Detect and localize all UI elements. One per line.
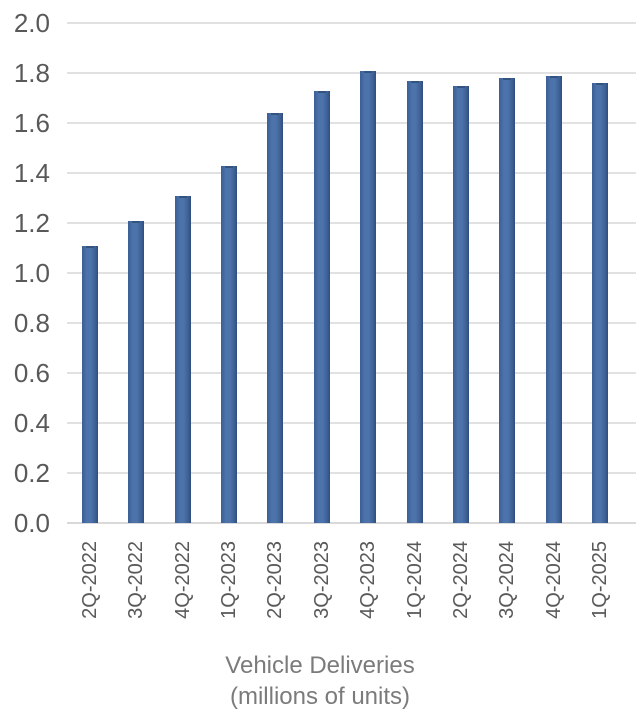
bar-top-cap	[317, 90, 326, 93]
x-tick-label: 2Q-2023	[264, 541, 287, 619]
x-tick-label: 3Q-2024	[496, 541, 519, 619]
bar-2Q-2024	[452, 85, 469, 523]
bar-top-cap	[410, 80, 419, 83]
y-tick-label: 1.2	[13, 208, 50, 238]
gridline	[67, 122, 636, 124]
x-tick-label: 4Q-2022	[171, 541, 194, 619]
x-tick-label: 1Q-2025	[588, 541, 611, 619]
bar-top-cap	[595, 83, 604, 85]
gridline	[67, 522, 636, 524]
gridline	[67, 72, 636, 74]
bar-3Q-2022	[128, 220, 145, 523]
chart-title-block: Vehicle Deliveries (millions of units)	[0, 650, 640, 712]
x-tick-label: 2Q-2022	[79, 541, 101, 619]
y-tick-label: 2.0	[13, 8, 50, 38]
x-tick-label: 4Q-2023	[357, 541, 380, 619]
gridline	[67, 272, 636, 274]
y-tick-label: 0.2	[13, 458, 50, 488]
x-tick-label: 1Q-2023	[218, 541, 241, 619]
chart-subtitle: (millions of units)	[229, 683, 411, 710]
x-tick-label: 4Q-2024	[542, 541, 565, 619]
bar-4Q-2023	[360, 70, 377, 523]
bar-2Q-2023	[267, 113, 284, 523]
gridline	[67, 422, 636, 424]
bar-1Q-2025	[591, 83, 608, 523]
y-tick-label: 1.6	[13, 108, 50, 138]
x-tick-label: 3Q-2022	[125, 541, 148, 619]
gridline	[67, 22, 636, 24]
y-tick-label: 1.4	[13, 158, 50, 188]
gridline	[67, 322, 636, 324]
gridline	[67, 172, 636, 174]
bar-top-cap	[132, 220, 141, 223]
bar-top-cap	[271, 113, 280, 115]
y-tick-label: 1.8	[13, 58, 50, 88]
bar-top-cap	[225, 165, 234, 168]
y-tick-label: 0.6	[13, 358, 50, 388]
y-tick-label: 0.8	[13, 308, 50, 338]
gridline	[67, 472, 636, 474]
bar-top-cap	[549, 75, 558, 78]
bar-top-cap	[456, 85, 465, 88]
gridline	[67, 222, 636, 224]
x-tick-label: 3Q-2023	[310, 541, 333, 619]
x-tick-label: 2Q-2024	[449, 541, 472, 619]
bar-top-cap	[503, 78, 512, 80]
chart-title: Vehicle Deliveries	[225, 652, 415, 679]
bar-4Q-2024	[545, 75, 562, 523]
bar-1Q-2023	[221, 165, 238, 523]
x-tick-label: 1Q-2024	[403, 541, 426, 619]
y-tick-label: 0.0	[13, 508, 50, 538]
y-tick-label: 1.0	[13, 258, 50, 288]
bar-3Q-2024	[499, 78, 516, 523]
bar-2Q-2022	[82, 245, 98, 523]
bar-4Q-2022	[174, 195, 191, 523]
y-tick-label: 0.4	[13, 408, 50, 438]
bar-3Q-2023	[313, 90, 330, 523]
bar-top-cap	[86, 245, 94, 248]
gridline	[67, 372, 636, 374]
bar-top-cap	[364, 70, 373, 73]
bar-top-cap	[178, 195, 187, 198]
bar-1Q-2024	[406, 80, 423, 523]
